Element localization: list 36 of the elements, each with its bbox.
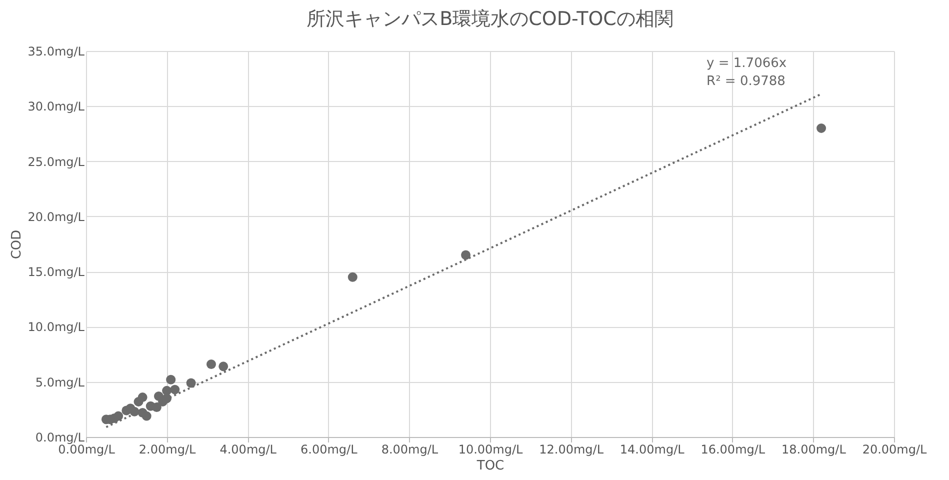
y-tick-label: 5.0mg/L <box>35 375 85 390</box>
y-tick-label: 20.0mg/L <box>28 210 85 224</box>
point <box>142 411 152 421</box>
y-axis-title: COD <box>10 230 25 260</box>
x-tick-label: 20.00mg/L <box>862 442 928 456</box>
point <box>138 392 148 402</box>
x-tick-label: 12.00mg/L <box>539 442 604 456</box>
point <box>166 374 176 384</box>
x-tick-label: 16.00mg/L <box>700 442 766 456</box>
point <box>816 123 826 133</box>
x-axis-title: TOC <box>476 458 504 474</box>
y-tick-label: 35.0mg/L <box>28 44 85 58</box>
x-tick-label: 18.00mg/L <box>782 442 846 456</box>
x-tick-label: 10.00mg/L <box>458 442 524 456</box>
y-tick-label: 15.0mg/L <box>28 265 85 280</box>
annotation: y = 1.7066x <box>706 56 787 71</box>
y-tick-label: 0.0mg/L <box>35 430 85 444</box>
point <box>461 250 471 260</box>
x-tick-label: 0.00mg/L <box>58 442 116 456</box>
point <box>218 362 228 372</box>
point <box>114 411 124 421</box>
point <box>170 384 180 394</box>
y-tick-label: 25.0mg/L <box>28 154 85 169</box>
x-tick-label: 4.00mg/L <box>220 442 277 456</box>
y-tick-label: 10.0mg/L <box>28 320 85 334</box>
point <box>162 386 172 396</box>
x-tick-label: 6.00mg/L <box>300 442 358 456</box>
point <box>186 378 196 388</box>
y-tick-label: 30.0mg/L <box>28 100 85 114</box>
annotation: R² = 0.9788 <box>706 74 786 89</box>
x-tick-label: 14.00mg/L <box>620 442 685 456</box>
x-tick-label: 8.00mg/L <box>381 442 438 456</box>
chart-title: 所沢キャンパスB環境水のCOD-TOCの相関 <box>306 8 674 30</box>
x-tick-label: 2.00mg/L <box>138 442 196 456</box>
point <box>348 272 358 282</box>
point <box>206 359 216 369</box>
